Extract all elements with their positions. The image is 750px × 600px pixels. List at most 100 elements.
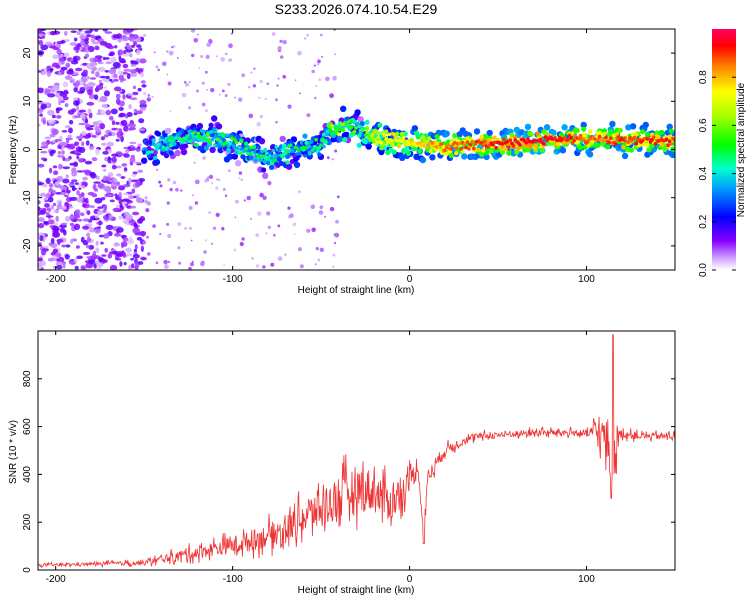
spectrogram-cell xyxy=(40,192,46,197)
spectrogram-cell xyxy=(204,179,207,183)
spectrogram-cell xyxy=(257,211,262,216)
spectrogram-cell xyxy=(405,150,412,156)
spectrogram-cell xyxy=(38,101,44,105)
spectrogram-cell xyxy=(110,108,118,115)
spectrogram-cell xyxy=(279,39,283,43)
spectrogram-cell xyxy=(69,205,74,209)
spectrogram-cell xyxy=(79,86,86,94)
spectrogram-cell xyxy=(143,33,146,37)
spectrogram-cell xyxy=(239,138,244,144)
x-tick-label: -100 xyxy=(223,274,243,285)
spectrogram-cell xyxy=(349,124,354,130)
spectrogram-cell xyxy=(58,163,62,170)
spectrogram-cell xyxy=(56,40,65,45)
spectrogram-cell xyxy=(52,231,61,238)
spectrogram-cell xyxy=(538,137,543,142)
spectrogram-cell xyxy=(125,148,130,154)
spectrogram-cell xyxy=(580,121,587,129)
spectrogram-cell xyxy=(74,265,79,270)
spectrogram-cell xyxy=(274,145,279,149)
spectrogram-cell xyxy=(60,66,68,71)
spectrogram-cell xyxy=(508,138,513,142)
spectrogram-cell xyxy=(95,71,100,78)
spectrogram-cell xyxy=(437,145,441,149)
spectrogram-cell xyxy=(40,157,46,161)
spectrogram-cell xyxy=(386,141,390,145)
spectrogram-cell xyxy=(121,201,128,205)
spectrogram-cell xyxy=(137,143,142,147)
spectrogram-cell xyxy=(151,95,154,98)
spectrogram-cell xyxy=(258,158,263,162)
spectrogram-cell xyxy=(147,94,151,97)
spectrogram-cell xyxy=(382,133,387,138)
spectrogram-cell xyxy=(285,160,290,165)
spectrogram-cell xyxy=(108,214,113,220)
spectrogram-cell xyxy=(118,191,122,198)
spectrogram-cell xyxy=(91,135,97,138)
spectrogram-cell xyxy=(85,232,90,237)
spectrogram-cell xyxy=(194,201,199,205)
spectrogram-cell xyxy=(210,88,215,93)
spectrogram-cell xyxy=(652,135,656,139)
spectrogram-cell xyxy=(81,130,87,136)
spectrogram-cell xyxy=(180,189,183,192)
spectrogram-cell xyxy=(52,30,61,35)
spectrogram-cell xyxy=(140,72,145,78)
spectrogram-cell xyxy=(141,84,147,88)
spectrogram-cell xyxy=(387,132,392,137)
spectrogram-cell xyxy=(357,124,362,129)
spectrogram-cell xyxy=(169,187,173,192)
spectrogram-cell xyxy=(38,206,41,211)
spectrogram-cell xyxy=(452,133,458,139)
spectrogram-cell xyxy=(82,176,88,181)
spectrogram-cell xyxy=(78,109,86,113)
spectrogram-cell xyxy=(157,68,160,72)
spectrogram-cell xyxy=(395,131,400,136)
spectrogram-cell xyxy=(209,130,213,134)
spectrogram-cell xyxy=(57,154,65,158)
spectrogram-cell xyxy=(126,44,132,50)
spectrogram-cell xyxy=(666,123,673,130)
spectrogram-cell xyxy=(600,141,606,147)
spectrogram-cell xyxy=(116,173,122,177)
spectrogram-cell xyxy=(153,51,156,54)
spectrogram-cell xyxy=(68,119,74,125)
spectrogram-cell xyxy=(168,150,174,156)
spectrogram-cell xyxy=(325,76,330,82)
spectrogram-cell xyxy=(140,80,146,84)
spectrogram-cell xyxy=(67,134,72,139)
spectrogram-cell xyxy=(491,143,495,147)
spectrogram-cell xyxy=(391,149,397,155)
spectrogram-cell xyxy=(49,45,54,49)
spectrogram-cell xyxy=(615,137,619,142)
spectrogram-cell xyxy=(306,228,311,233)
spectrogram-cell xyxy=(204,239,207,242)
spectrogram-cell xyxy=(106,181,113,184)
spectrogram-cell xyxy=(297,50,302,56)
spectrogram-cell xyxy=(384,129,389,134)
spectrogram-cell xyxy=(325,129,330,134)
y-tick-label: 0 xyxy=(22,146,33,152)
spectrogram-cell xyxy=(227,82,231,86)
spectrogram-cell xyxy=(524,140,529,145)
spectrogram-cell xyxy=(206,89,208,91)
spectrogram-cell xyxy=(103,90,110,97)
spectrogram-cell xyxy=(93,181,101,184)
spectrogram-cell xyxy=(377,122,383,128)
spectrogram-cell xyxy=(69,143,76,150)
spectrogram-cell xyxy=(312,144,317,149)
spectrogram-cell xyxy=(218,179,221,182)
spectrogram-cell xyxy=(45,215,54,218)
spectrogram-cell xyxy=(43,245,49,249)
colorbar-gradient xyxy=(712,29,736,270)
spectrogram-cell xyxy=(220,57,225,62)
x-tick-label: 100 xyxy=(578,574,595,585)
spectrogram-cell xyxy=(200,261,205,267)
spectrogram-cell xyxy=(285,149,290,154)
spectrogram-cell xyxy=(314,263,317,266)
spectrogram-cell xyxy=(365,143,372,150)
spectrogram-cell xyxy=(42,119,46,125)
spectrogram-cell xyxy=(38,222,45,229)
spectrogram-cell xyxy=(266,211,271,216)
